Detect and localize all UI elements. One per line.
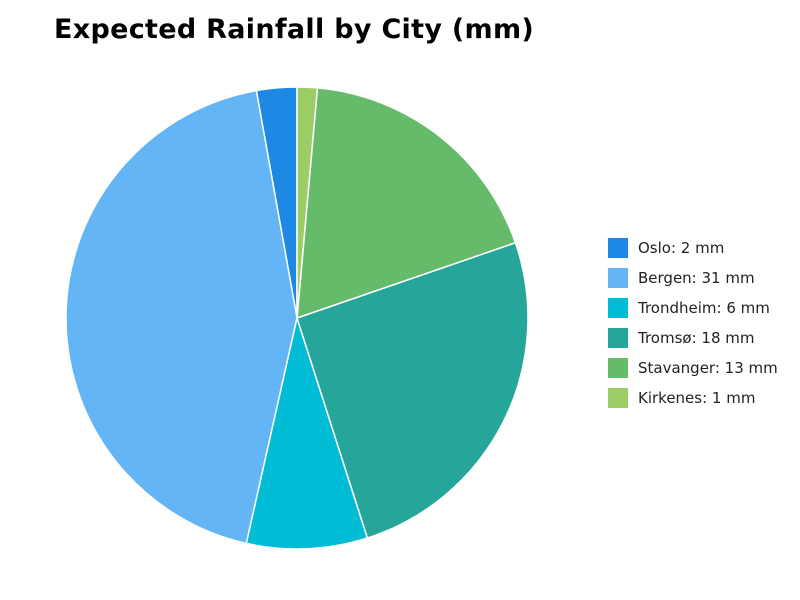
legend-label: Oslo: 2 mm: [638, 239, 725, 257]
legend-item: Oslo: 2 mm: [608, 233, 778, 263]
legend-item: Stavanger: 13 mm: [608, 353, 778, 383]
pie-slice-kirkenes: [296, 86, 319, 319]
pie-slice-trondheim: [245, 317, 369, 550]
legend-swatch: [608, 358, 628, 378]
legend-swatch: [608, 388, 628, 408]
legend-label: Kirkenes: 1 mm: [638, 389, 756, 407]
legend-swatch: [608, 328, 628, 348]
legend-item: Trondheim: 6 mm: [608, 293, 778, 323]
legend-label: Stavanger: 13 mm: [638, 359, 778, 377]
legend-item: Kirkenes: 1 mm: [608, 383, 778, 413]
legend-swatch: [608, 268, 628, 288]
legend-label: Trondheim: 6 mm: [638, 299, 770, 317]
legend-swatch: [608, 238, 628, 258]
legend-label: Tromsø: 18 mm: [638, 329, 755, 347]
pie-slice-stavanger: [296, 87, 517, 319]
pie-slice-bergen: [65, 89, 298, 545]
legend-swatch: [608, 298, 628, 318]
chart-title: Expected Rainfall by City (mm): [54, 14, 535, 45]
legend: Oslo: 2 mm Bergen: 31 mm Trondheim: 6 mm Tr…: [608, 233, 778, 413]
legend-item: Bergen: 31 mm: [608, 263, 778, 293]
legend-item: Tromsø: 18 mm: [608, 323, 778, 353]
legend-label: Bergen: 31 mm: [638, 269, 755, 287]
pie-slice-troms-: [296, 241, 529, 539]
